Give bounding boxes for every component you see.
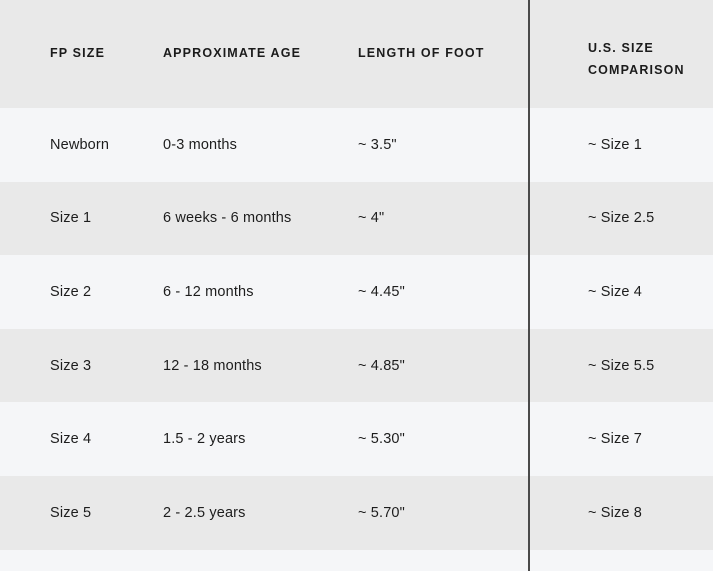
column-header-us-size-line1: U.S. SIZE [588,41,654,55]
table-row: Newborn 0-3 months ~ 3.5" ~ Size 1 [0,108,713,182]
cell-age: 2 - 2.5 years [163,504,246,521]
column-header-fp-size: FP SIZE [50,46,106,61]
cell-fp-size: Size 5 [50,504,92,521]
table-row: Size 5 2 - 2.5 years ~ 5.70" ~ Size 8 [0,475,713,550]
cell-fp-size: Size 3 [50,357,92,374]
table-header-row: FP SIZE APPROXIMATE AGE LENGTH OF FOOT U… [0,0,713,108]
cell-age: 6 - 12 months [163,283,254,300]
column-header-us-size-line2: COMPARISON [588,62,685,77]
cell-us-size: ~ Size 5.5 [588,357,655,374]
cell-length: ~ 5.70" [358,504,405,521]
cell-length: ~ 3.5" [358,136,397,153]
cell-length: ~ 4.85" [358,357,405,374]
cell-length: ~ 4.45" [358,283,405,300]
cell-age: 12 - 18 months [163,357,262,374]
cell-length: ~ 4" [358,210,385,227]
cell-age: 0-3 months [163,136,238,153]
cell-fp-size: Size 4 [50,431,92,448]
cell-age: 6 weeks - 6 months [163,210,292,227]
column-header-us-size-comparison: U.S. SIZE COMPARISON [558,0,713,108]
cell-fp-size: Size 1 [50,210,92,227]
column-header-length-of-foot: LENGTH OF FOOT [358,46,485,61]
cell-us-size: ~ Size 7 [588,431,642,448]
table-row: Size 4 1.5 - 2 years ~ 5.30" ~ Size 7 [0,402,713,476]
table-row: Size 1 6 weeks - 6 months ~ 4" ~ Size 2.… [0,181,713,256]
cell-age: 1.5 - 2 years [163,431,246,448]
table-row: Size 3 12 - 18 months ~ 4.85" ~ Size 5.5 [0,328,713,403]
cell-us-size: ~ Size 1 [588,136,642,153]
cell-fp-size: Size 2 [50,283,92,300]
cell-fp-size: Newborn [50,136,110,153]
column-header-approximate-age: APPROXIMATE AGE [163,46,302,61]
cell-us-size: ~ Size 8 [588,504,642,521]
cell-length: ~ 5.30" [358,431,405,448]
cell-us-size: ~ Size 4 [588,283,642,300]
table-row: Size 2 6 - 12 months ~ 4.45" ~ Size 4 [0,255,713,329]
cell-us-size: ~ Size 2.5 [588,210,655,227]
